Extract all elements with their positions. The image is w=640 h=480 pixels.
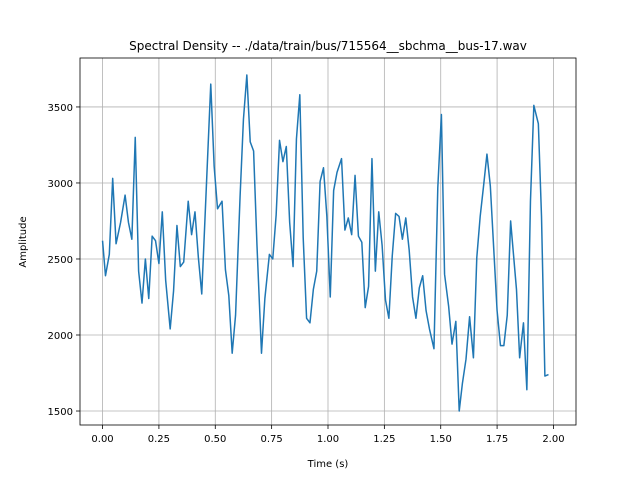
- x-axis-label: Time (s): [307, 459, 349, 470]
- x-tick-label: 1.50: [430, 434, 452, 445]
- y-tick-label: 3000: [48, 179, 73, 190]
- y-axis-label: Amplitude: [18, 216, 29, 267]
- x-tick-label: 1.25: [373, 434, 395, 445]
- x-tick-label: 1.00: [317, 434, 339, 445]
- x-tick-label: 0.75: [261, 434, 283, 445]
- chart-title: Spectral Density -- ./data/train/bus/715…: [129, 39, 527, 53]
- plot-frame: [79, 57, 577, 426]
- y-tick-label: 1500: [48, 407, 73, 418]
- y-tick-label: 2500: [48, 255, 73, 266]
- y-tick-label: 3500: [48, 103, 73, 114]
- data-line: [101, 74, 549, 412]
- y-tick-label: 2000: [48, 331, 73, 342]
- x-tick-label: 0.25: [148, 434, 170, 445]
- x-tick-label: 2.00: [542, 434, 564, 445]
- x-tick-label: 0.50: [204, 434, 226, 445]
- x-tick-label: 0.00: [91, 434, 113, 445]
- x-tick-label: 1.75: [486, 434, 508, 445]
